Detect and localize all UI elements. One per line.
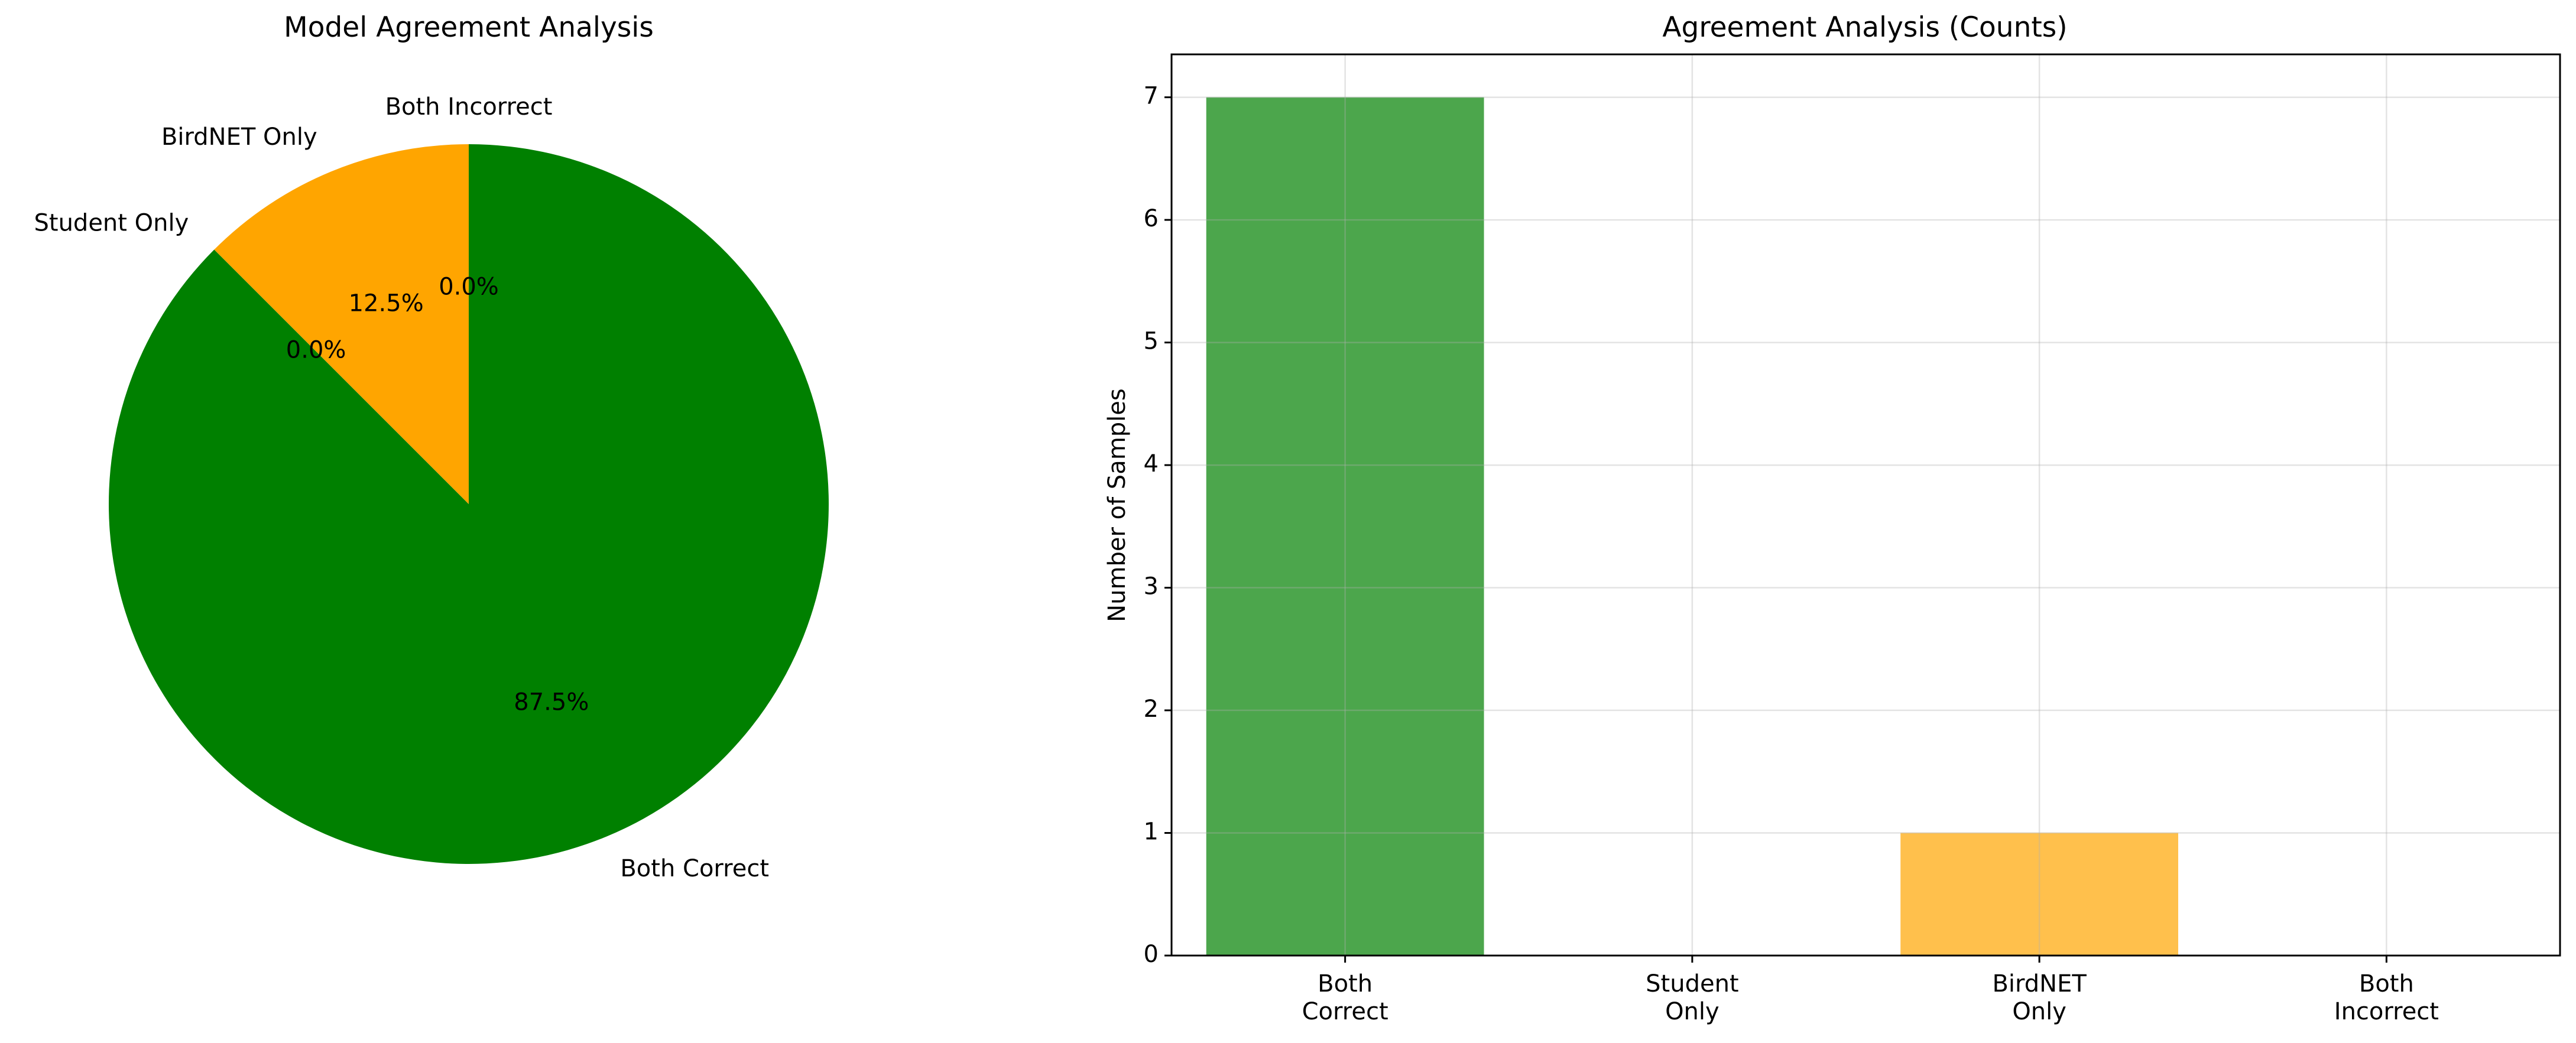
bar-bars	[1206, 97, 2179, 956]
pie-label-both-correct: Both Correct	[620, 855, 769, 882]
pie-slices	[109, 144, 829, 864]
pie-percent-both-incorrect: 0.0%	[439, 274, 499, 301]
pie-label-birdnet-only: BirdNET Only	[161, 124, 317, 151]
bar-birdnet-only	[1900, 833, 2179, 956]
bar-axes	[1164, 53, 2561, 963]
pie-labels: Both Correct 87.5% Student Only 0.0% BirdNET…	[34, 93, 770, 882]
pie-title: Model Agreement Analysis	[284, 11, 654, 44]
pie-label-both-incorrect: Both Incorrect	[385, 93, 553, 121]
bar-chart: Agreement Analysis (Counts) Number of Sa…	[1104, 11, 2561, 1025]
pie-chart: Model Agreement Analysis Both Correct 87.…	[34, 11, 829, 882]
y-tick-label: 7	[1144, 83, 1159, 110]
plot-frame	[1170, 53, 2561, 957]
bar-both-correct	[1206, 97, 1484, 956]
x-tick-label-birdnet-only: BirdNET Only	[1992, 970, 2087, 1025]
pie-slice-birdnet-only	[214, 144, 469, 504]
y-tick-label: 4	[1144, 450, 1159, 477]
pie-percent-both-correct: 87.5%	[514, 689, 589, 716]
y-tick-label: 6	[1144, 205, 1159, 232]
x-tick-label-both-incorrect: Both Incorrect	[2334, 970, 2439, 1025]
y-tick-label: 0	[1144, 941, 1159, 968]
bar-x-tick-labels: Both Correct Student Only BirdNET Only Both Inc…	[1302, 970, 2439, 1025]
pie-percent-birdnet-only: 12.5%	[349, 290, 424, 317]
bar-y-tick-labels: 0 1 2 3 4 5 6 7	[1144, 83, 1159, 968]
y-tick-label: 3	[1144, 573, 1159, 600]
bar-y-axis-label: Number of Samples	[1104, 388, 1131, 622]
y-tick-label: 5	[1144, 328, 1159, 355]
bar-title: Agreement Analysis (Counts)	[1662, 11, 2067, 44]
y-tick-label: 1	[1144, 818, 1159, 846]
pie-label-student-only: Student Only	[34, 209, 189, 236]
x-tick-label-student-only: Student Only	[1646, 970, 1738, 1025]
y-tick-label: 2	[1144, 696, 1159, 723]
pie-percent-student-only: 0.0%	[286, 337, 346, 364]
x-tick-label-both-correct: Both Correct	[1302, 970, 1388, 1025]
